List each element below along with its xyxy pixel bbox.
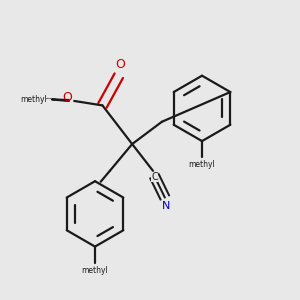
Text: methyl: methyl xyxy=(82,266,108,275)
Text: methyl: methyl xyxy=(21,95,47,104)
Text: C: C xyxy=(151,172,158,182)
Text: methyl: methyl xyxy=(52,98,57,100)
Text: O: O xyxy=(62,92,72,104)
Text: methyl: methyl xyxy=(47,98,52,99)
Text: N: N xyxy=(162,200,170,211)
Text: methyl: methyl xyxy=(46,98,51,99)
Text: methyl: methyl xyxy=(189,160,215,169)
Text: methyl: methyl xyxy=(50,97,55,99)
Text: O: O xyxy=(115,58,125,71)
